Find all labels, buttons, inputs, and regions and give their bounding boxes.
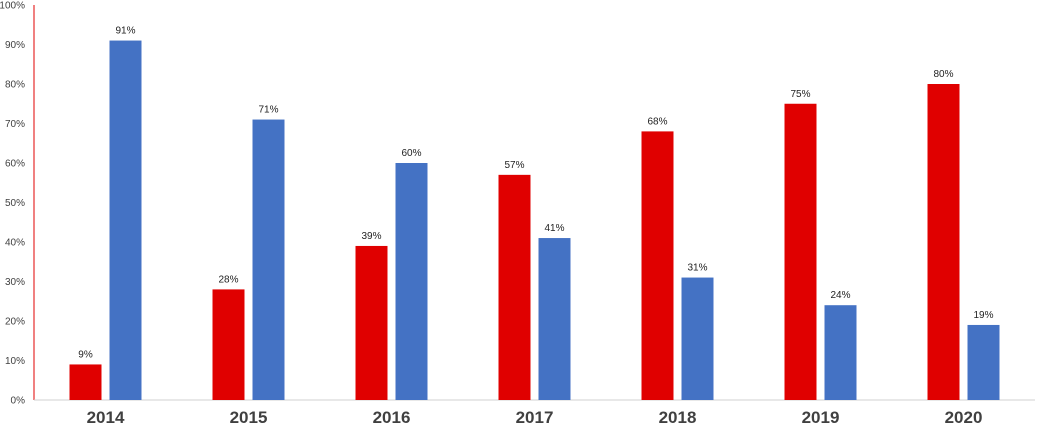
bar-2019-series-2	[824, 305, 857, 400]
data-label: 39%	[361, 231, 381, 242]
bar-2015-series-1	[212, 289, 245, 400]
y-tick-label: 100%	[0, 1, 25, 12]
data-label: 68%	[647, 116, 667, 127]
data-label: 57%	[504, 160, 524, 171]
y-tick-label: 40%	[5, 238, 25, 249]
bar-2014-series-1	[69, 364, 102, 400]
x-tick-label: 2017	[516, 408, 554, 427]
data-label: 28%	[218, 274, 238, 285]
data-label: 9%	[78, 349, 93, 360]
x-tick-label: 2014	[87, 408, 125, 427]
bar-2016-series-2	[395, 163, 428, 400]
data-label: 71%	[258, 105, 278, 116]
y-tick-label: 70%	[5, 119, 25, 130]
bar-2019-series-1	[784, 103, 817, 400]
x-tick-label: 2020	[945, 408, 983, 427]
y-tick-label: 50%	[5, 198, 25, 209]
y-tick-label: 0%	[11, 396, 26, 407]
bar-2020-series-2	[967, 324, 1000, 400]
y-axis: 0% 10% 20% 30% 40% 50% 60% 70% 80% 90% 100%	[0, 1, 35, 407]
y-tick-label: 20%	[5, 317, 25, 328]
bar-2020-series-1	[927, 84, 960, 400]
bars	[69, 40, 1000, 401]
bar-2016-series-1	[355, 245, 388, 400]
bar-2017-series-1	[498, 174, 531, 400]
y-tick-label: 90%	[5, 40, 25, 51]
bar-2018-series-1	[641, 131, 674, 400]
bar-2014-series-2	[109, 40, 142, 401]
x-tick-label: 2019	[802, 408, 840, 427]
data-label: 75%	[790, 89, 810, 100]
data-label: 31%	[687, 263, 707, 274]
data-label: 19%	[973, 310, 993, 321]
bar-2015-series-2	[252, 119, 285, 401]
x-tick-label: 2015	[230, 408, 268, 427]
data-label: 60%	[401, 148, 421, 159]
bar-2018-series-2	[681, 277, 714, 400]
y-tick-label: 30%	[5, 277, 25, 288]
y-tick-label: 60%	[5, 159, 25, 170]
x-axis: 2014 2015 2016 2017 2018 2019 2020	[34, 399, 1035, 427]
data-labels: 9% 91% 28% 71% 39% 60% 57% 41% 68% 31% 75% 24% 80% 19…	[78, 26, 993, 361]
x-tick-label: 2016	[373, 408, 411, 427]
data-label: 41%	[544, 223, 564, 234]
data-label: 80%	[933, 69, 953, 80]
data-label: 24%	[830, 290, 850, 301]
y-tick-label: 80%	[5, 80, 25, 91]
bar-2017-series-2	[538, 238, 571, 400]
data-label: 91%	[115, 26, 135, 37]
y-tick-label: 10%	[5, 356, 25, 367]
x-tick-label: 2018	[659, 408, 697, 427]
